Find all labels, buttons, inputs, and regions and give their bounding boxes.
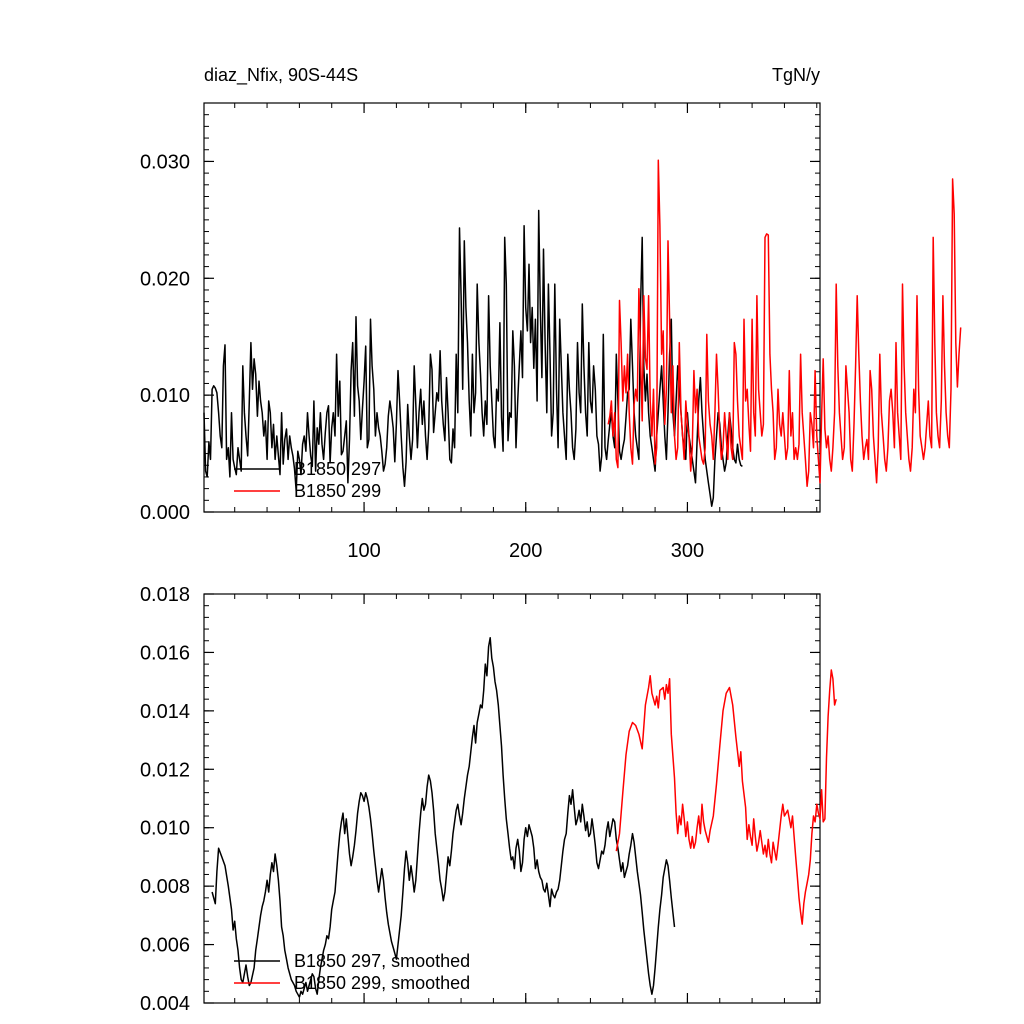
panel1-title-left: diaz_Nfix, 90S-44S — [204, 65, 358, 86]
y-tick-label: 0.010 — [140, 385, 190, 407]
legend-label: B1850 299 — [294, 481, 381, 501]
x-tick-label: 100 — [347, 540, 380, 562]
y-tick-label: 0.012 — [140, 759, 190, 781]
series-line-2 — [615, 669, 837, 925]
panel1-title-right: TgN/y — [772, 65, 820, 85]
bottom-panel: 0.004 0.006 0.008 0.010 0.012 0.014 0.016 0.018… — [140, 584, 837, 1015]
legend-label: B1850 297, smoothed — [294, 951, 470, 971]
plot-frame — [203, 102, 821, 513]
y-tick-label: 0.016 — [140, 642, 190, 664]
y-tick-label: 0.014 — [140, 701, 190, 723]
y-tick-label: 0.000 — [140, 502, 190, 524]
x-minor-ticks — [234, 594, 818, 1003]
series-line-2 — [607, 159, 962, 488]
plot-frame — [203, 593, 821, 1004]
y-tick-label: 0.004 — [140, 993, 190, 1015]
series-line-1 — [203, 209, 743, 507]
x-tick-label: 300 — [671, 540, 704, 562]
y-tick-label: 0.008 — [140, 876, 190, 898]
y-tick-label: 0.018 — [140, 584, 190, 606]
series-line-1 — [211, 637, 676, 998]
legend-label: B1850 299, smoothed — [294, 973, 470, 993]
legend-label: B1850 297 — [294, 459, 381, 479]
y-minor-ticks — [204, 593, 820, 1004]
y-tick-label: 0.030 — [140, 151, 190, 173]
y-tick-label: 0.010 — [140, 818, 190, 840]
y-tick-label: 0.020 — [140, 268, 190, 290]
y-tick-label: 0.006 — [140, 935, 190, 957]
top-panel: 0.000 0.010 0.020 0.030 100 200 300 B1850 297B1… — [140, 102, 962, 562]
x-tick-label: 200 — [509, 540, 542, 562]
